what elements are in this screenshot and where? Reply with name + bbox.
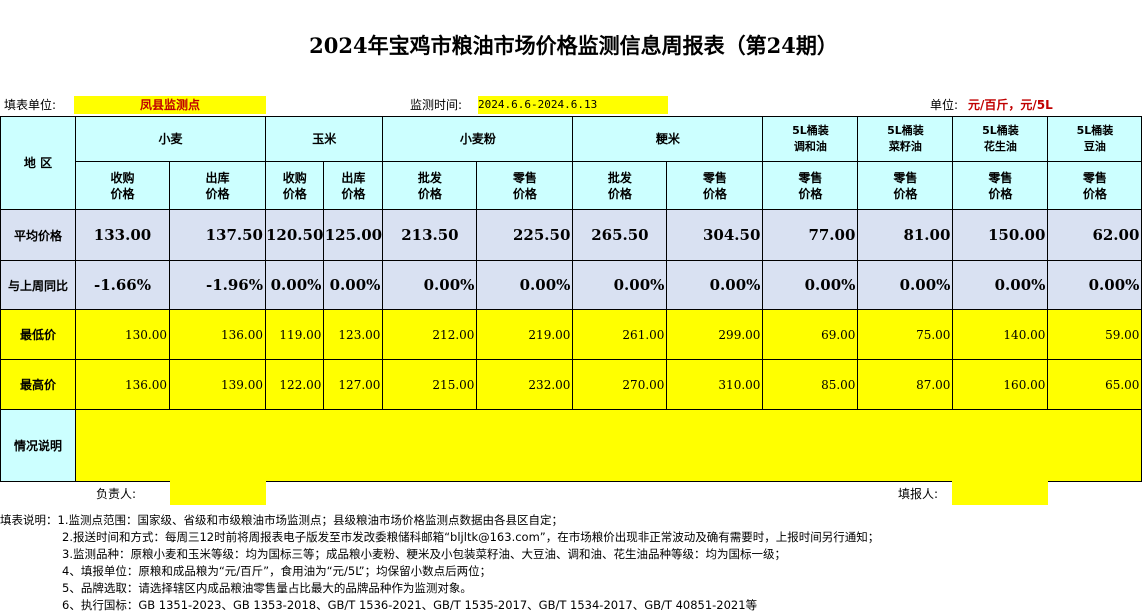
yoy-cell: 0.00% bbox=[382, 260, 478, 310]
person-label: 负责人: bbox=[96, 487, 137, 501]
min-price-cell: 136.00 bbox=[169, 309, 266, 360]
max-price-cell: 270.00 bbox=[572, 359, 668, 410]
wheat-purchase-header: 收购 价格 bbox=[75, 161, 170, 210]
peanut-oil-retail-header: 零售 价格 bbox=[952, 161, 1049, 210]
min-price-cell: 130.00 bbox=[75, 309, 170, 360]
peanut-oil-header: 5L桶装 花生油 bbox=[952, 116, 1049, 162]
rapeseed-oil-header: 5L桶装 菜籽油 bbox=[857, 116, 954, 162]
time-label: 监测时间: bbox=[410, 98, 463, 112]
note-label: 情况说明 bbox=[0, 409, 76, 482]
min-price-cell: 140.00 bbox=[952, 309, 1049, 360]
filler-label: 填报人: bbox=[898, 487, 939, 501]
avg-price-cell: 265.50 bbox=[572, 209, 668, 261]
yoy-cell: 0.00% bbox=[762, 260, 859, 310]
note-cell[interactable] bbox=[74, 409, 1143, 482]
yoy-cell: 0.00% bbox=[572, 260, 668, 310]
blend-oil-header: 5L桶装 调和油 bbox=[762, 116, 859, 162]
max-price-cell: 65.00 bbox=[1047, 359, 1143, 410]
min-price-cell: 75.00 bbox=[857, 309, 954, 360]
avg-price-cell: 304.50 bbox=[666, 209, 764, 261]
max-price-cell: 160.00 bbox=[952, 359, 1049, 410]
blend-oil-retail-header: 零售 价格 bbox=[762, 161, 859, 210]
rice-header: 粳米 bbox=[572, 116, 764, 162]
note-line: 填表说明：1.监测点范围：国家级、省级和市级粮油市场监测点；县级粮油市场价格监测… bbox=[0, 513, 563, 527]
flour-retail-header: 零售 价格 bbox=[476, 161, 574, 210]
note-line: 3.监测品种：原粮小麦和玉米等级：均为国标三等；成品粮小麦粉、粳米及小包装菜籽油… bbox=[62, 547, 786, 561]
avg-price-cell: 62.00 bbox=[1047, 209, 1143, 261]
rice-wholesale-header: 批发 价格 bbox=[572, 161, 668, 210]
max-price-cell: 139.00 bbox=[169, 359, 266, 410]
min-price-cell: 261.00 bbox=[572, 309, 668, 360]
unit-value: 凤县监测点 bbox=[74, 96, 266, 114]
filler-field[interactable] bbox=[952, 481, 1048, 505]
min-price-label: 最低价 bbox=[0, 309, 76, 360]
soybean-oil-retail-header: 零售 价格 bbox=[1047, 161, 1143, 210]
avg-price-cell: 77.00 bbox=[762, 209, 859, 261]
soybean-oil-header: 5L桶装 豆油 bbox=[1047, 116, 1143, 162]
avg-price-label: 平均价格 bbox=[0, 209, 76, 261]
yoy-label: 与上周同比 bbox=[0, 260, 76, 310]
min-price-cell: 59.00 bbox=[1047, 309, 1143, 360]
yoy-cell: -1.66% bbox=[75, 260, 170, 310]
footer-row: 负责人: 填报人: bbox=[0, 481, 1147, 505]
flour-wholesale-header: 批发 价格 bbox=[382, 161, 478, 210]
flour-header: 小麦粉 bbox=[382, 116, 574, 162]
note-line: 5、品牌选取：请选择辖区内成品粮油零售量占比最大的品牌品种作为监测对象。 bbox=[62, 581, 472, 595]
avg-price-cell: 225.50 bbox=[476, 209, 574, 261]
corn-outbound-header: 出库 价格 bbox=[323, 161, 384, 210]
note-line: 4、填报单位：原粮和成品粮为“元/百斤”，食用油为“元/5L”；均保留小数点后两… bbox=[62, 564, 492, 578]
min-price-cell: 69.00 bbox=[762, 309, 859, 360]
avg-price-cell: 120.50 bbox=[264, 209, 325, 261]
yoy-cell: 0.00% bbox=[476, 260, 574, 310]
yoy-cell: 0.00% bbox=[1047, 260, 1143, 310]
avg-price-cell: 137.50 bbox=[169, 209, 266, 261]
rice-retail-header: 零售 价格 bbox=[666, 161, 764, 210]
avg-price-cell: 125.00 bbox=[323, 209, 384, 261]
min-price-cell: 299.00 bbox=[666, 309, 764, 360]
max-price-cell: 87.00 bbox=[857, 359, 954, 410]
max-price-cell: 122.00 bbox=[264, 359, 325, 410]
yoy-cell: -1.96% bbox=[169, 260, 266, 310]
avg-price-cell: 150.00 bbox=[952, 209, 1049, 261]
price-unit-value: 元/百斤，元/5L bbox=[968, 98, 1053, 112]
min-price-cell: 219.00 bbox=[476, 309, 574, 360]
yoy-cell: 0.00% bbox=[666, 260, 764, 310]
avg-price-cell: 213.50 bbox=[382, 209, 478, 261]
yoy-cell: 0.00% bbox=[952, 260, 1049, 310]
unit-label: 填表单位: bbox=[4, 98, 57, 112]
min-price-cell: 212.00 bbox=[382, 309, 478, 360]
max-price-cell: 136.00 bbox=[75, 359, 170, 410]
max-price-cell: 232.00 bbox=[476, 359, 574, 410]
max-price-label: 最高价 bbox=[0, 359, 76, 410]
max-price-cell: 310.00 bbox=[666, 359, 764, 410]
yoy-cell: 0.00% bbox=[857, 260, 954, 310]
min-price-cell: 123.00 bbox=[323, 309, 384, 360]
wheat-outbound-header: 出库 价格 bbox=[169, 161, 266, 210]
yoy-cell: 0.00% bbox=[264, 260, 325, 310]
price-table: 地 区 小麦 玉米 小麦粉 粳米 5L桶装 调和油 5L桶装 菜籽油 5L桶装 … bbox=[0, 116, 1143, 482]
corn-header: 玉米 bbox=[264, 116, 384, 162]
max-price-cell: 127.00 bbox=[323, 359, 384, 410]
min-price-cell: 119.00 bbox=[264, 309, 325, 360]
corn-purchase-header: 收购 价格 bbox=[264, 161, 325, 210]
note-line: 6、执行国标：GB 1351-2023、GB 1353-2018、GB/T 15… bbox=[62, 598, 758, 612]
person-field[interactable] bbox=[170, 481, 266, 505]
wheat-header: 小麦 bbox=[75, 116, 266, 162]
instructions: 填表说明：1.监测点范围：国家级、省级和市级粮油市场监测点；县级粮油市场价格监测… bbox=[0, 512, 879, 614]
max-price-cell: 85.00 bbox=[762, 359, 859, 410]
yoy-cell: 0.00% bbox=[323, 260, 384, 310]
avg-price-cell: 81.00 bbox=[857, 209, 954, 261]
price-unit-label: 单位: bbox=[930, 98, 959, 112]
region-header: 地 区 bbox=[0, 116, 76, 210]
rapeseed-oil-retail-header: 零售 价格 bbox=[857, 161, 954, 210]
max-price-cell: 215.00 bbox=[382, 359, 478, 410]
note-line: 2.报送时间和方式：每周三12时前将周报表电子版发至市发改委粮储科邮箱“bljl… bbox=[62, 530, 880, 544]
time-value: 2024.6.6-2024.6.13 bbox=[478, 96, 668, 114]
avg-price-cell: 133.00 bbox=[75, 209, 170, 261]
report-title: 2024年宝鸡市粮油市场价格监测信息周报表（第24期） bbox=[309, 33, 838, 58]
